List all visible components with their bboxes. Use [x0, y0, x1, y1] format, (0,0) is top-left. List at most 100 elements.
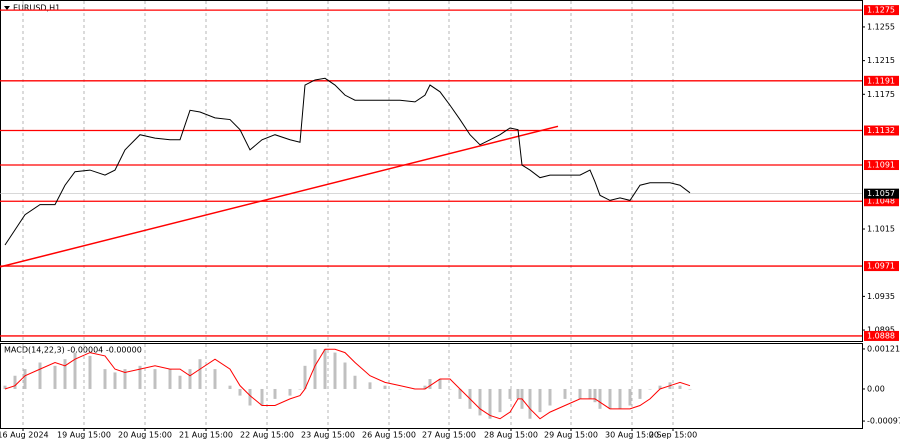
y-tick-label: -0.00097	[867, 417, 900, 426]
macd-bar	[458, 388, 462, 399]
macd-bar	[238, 388, 242, 396]
x-tick-label: 27 Aug 15:00	[422, 431, 476, 440]
macd-bar	[688, 388, 692, 390]
y-tick-label: 1.0935	[867, 292, 895, 301]
y-tick-label: 1.0895	[867, 326, 895, 335]
macd-bar	[648, 388, 652, 390]
macd-bar	[488, 388, 492, 419]
level-tag	[864, 125, 899, 136]
macd-bar	[123, 369, 127, 389]
macd-bar	[138, 365, 142, 389]
y-tick-label: 1.1255	[867, 22, 895, 31]
macd-bar	[303, 365, 307, 389]
trend-line	[0, 125, 559, 268]
macd-bar	[528, 388, 532, 419]
macd-bar	[3, 385, 7, 389]
y-tick-label: 1.1015	[867, 225, 895, 234]
x-tick-label: 20 Aug 15:00	[118, 431, 172, 440]
macd-bar	[578, 388, 582, 399]
level-label: 1.0888	[867, 331, 895, 340]
y-tick-label: 1.1215	[867, 56, 895, 65]
macd-bar	[113, 372, 117, 389]
level-label: 1.1191	[867, 76, 895, 85]
level-tag	[864, 196, 899, 207]
macd-bar	[53, 365, 57, 389]
macd-bar	[548, 388, 552, 406]
macd-bar	[298, 388, 302, 390]
title-icon	[4, 6, 10, 10]
macd-bar	[23, 369, 27, 389]
x-tick-label: 21 Aug 15:00	[179, 431, 233, 440]
macd-bar	[428, 379, 432, 389]
y-tick-label: 0.00121	[867, 344, 900, 353]
macd-bar	[678, 385, 682, 389]
macd-bar	[178, 375, 182, 389]
macd-bar	[368, 382, 372, 389]
macd-bar	[313, 349, 317, 389]
macd-bar	[618, 388, 622, 409]
y-tick-label: 0.00	[867, 384, 885, 393]
macd-bar	[333, 352, 337, 389]
macd-signal	[4, 348, 691, 420]
macd-bar	[213, 369, 217, 389]
macd-bar	[323, 349, 327, 389]
level-label: 1.1048	[867, 197, 895, 206]
level-label: 1.1091	[867, 161, 895, 170]
level-tag	[864, 5, 899, 16]
x-tick-label: 28 Aug 15:00	[484, 431, 538, 440]
x-tick-label: 26 Aug 15:00	[362, 431, 416, 440]
macd-bar	[383, 385, 387, 389]
macd-bar	[343, 362, 347, 389]
macd-bar	[638, 388, 642, 399]
macd-bar	[538, 388, 542, 413]
last-price-label: 1.1057	[867, 189, 895, 198]
macd-bar	[288, 388, 292, 396]
macd-bar	[228, 385, 232, 389]
macd-bar	[593, 388, 597, 403]
macd-bar	[188, 369, 192, 389]
macd-bar	[13, 375, 17, 389]
x-tick-label: 23 Aug 15:00	[301, 431, 355, 440]
macd-bar	[38, 362, 42, 389]
macd-bar	[153, 369, 157, 389]
macd-bar	[260, 388, 264, 406]
macd-bar	[168, 369, 172, 389]
last-price-tag	[864, 188, 899, 199]
macd-bar	[248, 388, 252, 406]
level-tag	[864, 261, 899, 272]
macd-bar	[658, 385, 662, 389]
macd-bar	[588, 388, 592, 399]
level-tag	[864, 330, 899, 341]
macd-bar	[516, 388, 520, 399]
x-tick-label: 22 Aug 15:00	[240, 431, 294, 440]
macd-bar	[598, 388, 602, 409]
macd-label: MACD(14,22,3) -0.00004 -0.00000	[4, 346, 142, 355]
chart-title: EURUSD,H1	[13, 4, 60, 13]
level-tag	[864, 75, 899, 86]
price-frame	[0, 0, 863, 342]
macd-bar	[198, 359, 202, 389]
macd-bar	[478, 388, 482, 416]
macd-bar	[628, 388, 632, 406]
macd-bar	[608, 388, 612, 409]
x-tick-label: 19 Aug 15:00	[57, 431, 111, 440]
macd-bar	[273, 388, 277, 399]
macd-bar	[448, 388, 452, 390]
price-line	[4, 77, 691, 246]
x-tick-label: 2 Sep 15:00	[649, 431, 697, 440]
x-tick-label: 29 Aug 15:00	[544, 431, 598, 440]
macd-bar	[103, 369, 107, 389]
macd-bar	[88, 355, 92, 389]
macd-bar	[423, 385, 427, 389]
x-tick-label: 16 Aug 2024	[0, 431, 49, 440]
macd-bar	[73, 352, 77, 389]
x-tick-label: 30 Aug 15:00	[605, 431, 659, 440]
macd-bar	[438, 379, 442, 389]
macd-bar	[508, 388, 512, 399]
level-label: 1.1132	[867, 126, 895, 135]
level-label: 1.1275	[867, 6, 895, 15]
macd-bar	[498, 388, 502, 413]
level-tag	[864, 160, 899, 171]
y-tick-label: 1.1175	[867, 90, 895, 99]
